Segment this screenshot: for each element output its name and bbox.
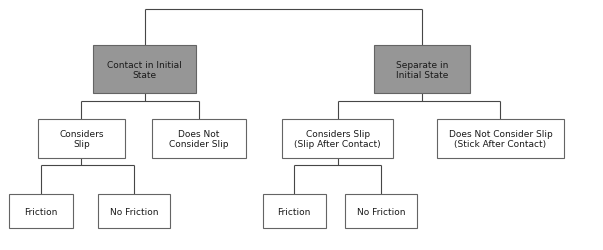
Text: Considers Slip
(Slip After Contact): Considers Slip (Slip After Contact) xyxy=(294,129,381,148)
Text: No Friction: No Friction xyxy=(110,207,158,216)
Text: Friction: Friction xyxy=(277,207,311,216)
Text: No Friction: No Friction xyxy=(357,207,405,216)
FancyBboxPatch shape xyxy=(263,194,326,228)
Text: Does Not Consider Slip
(Stick After Contact): Does Not Consider Slip (Stick After Cont… xyxy=(449,129,552,148)
FancyBboxPatch shape xyxy=(152,119,246,158)
Text: Friction: Friction xyxy=(24,207,58,216)
FancyBboxPatch shape xyxy=(282,119,394,158)
Text: Does Not
Consider Slip: Does Not Consider Slip xyxy=(169,129,229,148)
FancyBboxPatch shape xyxy=(437,119,564,158)
Text: Separate in
Initial State: Separate in Initial State xyxy=(396,60,448,80)
FancyBboxPatch shape xyxy=(98,194,170,228)
FancyBboxPatch shape xyxy=(10,194,73,228)
FancyBboxPatch shape xyxy=(345,194,417,228)
FancyBboxPatch shape xyxy=(93,46,196,94)
Text: Considers
Slip: Considers Slip xyxy=(59,129,104,148)
Text: Contact in Initial
State: Contact in Initial State xyxy=(107,60,182,80)
FancyBboxPatch shape xyxy=(374,46,470,94)
FancyBboxPatch shape xyxy=(38,119,125,158)
